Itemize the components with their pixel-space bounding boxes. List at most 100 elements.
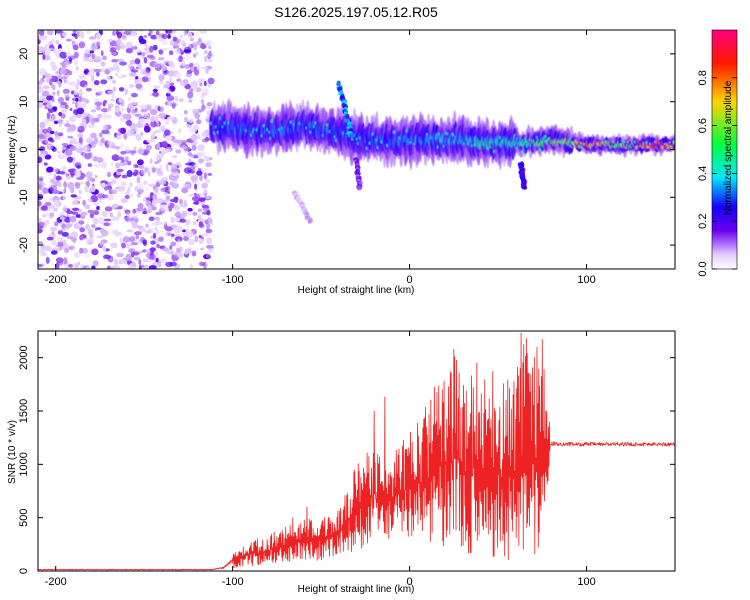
noise-blob [38,177,44,182]
noise-blob [124,88,128,96]
noise-blob [72,207,80,211]
noise-blob [165,120,169,125]
noise-blob [44,162,48,166]
noise-blob [150,34,158,40]
noise-blob [98,132,103,138]
noise-blob [61,143,69,146]
noise-blob [196,170,203,176]
y-tick-label: 10 [18,96,30,108]
noise-blob [130,93,138,98]
noise-blob [203,55,208,63]
noise-blob [111,154,120,162]
noise-blob [64,78,69,85]
noise-blob [181,210,188,218]
noise-blob [203,172,207,180]
noise-blob [126,119,133,127]
noise-blob [79,234,84,241]
noise-blob [62,239,67,247]
noise-blob [187,91,194,99]
noise-blob [183,30,188,36]
noise-blob [44,245,52,252]
noise-blob [123,132,128,140]
noise-blob [168,205,173,212]
noise-blob [140,104,148,109]
noise-blob [137,148,145,155]
spectrogram-x-axis-label: Height of straight line (km) [298,285,415,296]
noise-blob [150,120,158,128]
noise-blob [66,38,72,42]
noise-blob [69,139,78,144]
noise-blob [201,168,209,173]
noise-blob [161,66,168,72]
noise-blob [74,169,81,176]
noise-blob [128,194,133,198]
noise-blob [91,53,96,60]
noise-blob [74,182,81,189]
noise-blob [140,108,148,113]
noise-blob [103,186,109,191]
noise-blob [132,208,137,214]
noise-blob [201,104,206,111]
noise-blob [164,186,169,193]
noise-blob [156,243,161,249]
noise-blob [145,201,151,206]
noise-blob [207,77,215,85]
noise-blob [77,261,81,266]
noise-blob [196,119,202,125]
noise-blob [158,112,167,119]
noise-blob [97,113,103,119]
noise-blob [127,104,135,109]
noise-blob [145,187,149,192]
noise-blob [111,229,119,235]
noise-blob [77,143,82,149]
noise-blob [68,81,76,87]
colorbar-gradient [711,29,738,270]
noise-blob [183,235,189,242]
noise-blob [88,123,95,129]
x-tick-label: -200 [45,576,67,588]
noise-blob [69,215,77,223]
noise-blob [64,123,71,127]
noise-blob [148,183,156,187]
noise-blob [49,79,53,86]
noise-blob [103,218,112,222]
noise-blob [143,113,149,119]
noise-blob [93,137,99,145]
spectrogram-y-ticks: -20 -10 0 10 20 [18,48,675,253]
y-tick-label: 1000 [18,452,30,476]
noise-blob [124,156,129,162]
noise-blob [142,249,148,253]
noise-blob [205,228,213,234]
noise-blob [201,233,205,238]
noise-blob [75,84,79,90]
noise-blob [73,223,79,230]
noise-blob [194,51,199,56]
noise-blob [70,231,79,238]
noise-blob [81,118,87,125]
noise-blob [85,254,91,258]
noise-blob [120,142,124,150]
noise-blob [60,113,66,119]
noise-blob [119,42,125,48]
noise-blob [131,214,139,220]
noise-blob [165,163,169,171]
noise-blob [133,146,137,152]
noise-blob [52,233,56,238]
noise-blob [46,47,54,51]
noise-blob [66,210,73,215]
noise-blob [204,178,211,184]
noise-blob [42,54,46,60]
noise-blob [140,131,144,136]
noise-blob [86,30,91,35]
noise-blob [197,214,202,220]
noise-blob [78,41,86,49]
noise-blob [115,172,120,176]
noise-blob [157,105,161,112]
colorbar-ticks: 0.0 0.2 0.4 0.6 0.8 [697,70,737,277]
noise-blob [49,139,55,143]
noise-blob [91,248,99,256]
colorbar-tick-label: 0.8 [697,70,709,85]
noise-blob [51,189,60,194]
noise-blob [64,104,69,109]
